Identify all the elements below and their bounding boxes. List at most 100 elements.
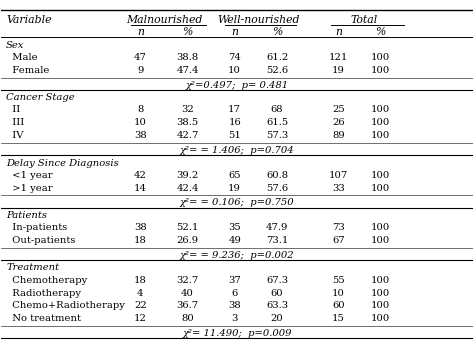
- Text: 35: 35: [228, 223, 241, 232]
- Text: 68: 68: [271, 106, 283, 115]
- Text: III: III: [6, 118, 24, 128]
- Text: 100: 100: [371, 223, 391, 232]
- Text: 26: 26: [332, 118, 345, 128]
- Text: 40: 40: [181, 288, 194, 297]
- Text: 4: 4: [137, 288, 144, 297]
- Text: Well-nourished: Well-nourished: [217, 15, 300, 25]
- Text: 80: 80: [181, 315, 194, 323]
- Text: 14: 14: [134, 184, 147, 193]
- Text: 16: 16: [228, 118, 241, 128]
- Text: 10: 10: [228, 66, 241, 75]
- Text: 100: 100: [371, 131, 391, 140]
- Text: 100: 100: [371, 301, 391, 310]
- Text: 47.9: 47.9: [266, 223, 288, 232]
- Text: Total: Total: [351, 15, 378, 25]
- Text: Treatment: Treatment: [6, 263, 59, 272]
- Text: 61.2: 61.2: [266, 53, 288, 62]
- Text: χ²= = 1.406;  p=0.704: χ²= = 1.406; p=0.704: [180, 146, 294, 155]
- Text: 38.5: 38.5: [176, 118, 199, 128]
- Text: Male: Male: [6, 53, 38, 62]
- Text: n: n: [231, 26, 238, 37]
- Text: 22: 22: [134, 301, 147, 310]
- Text: 100: 100: [371, 171, 391, 180]
- Text: 38: 38: [134, 223, 147, 232]
- Text: II: II: [6, 106, 20, 115]
- Text: 100: 100: [371, 236, 391, 245]
- Text: 51: 51: [228, 131, 241, 140]
- Text: 42.7: 42.7: [176, 131, 199, 140]
- Text: Malnourished: Malnourished: [126, 15, 202, 25]
- Text: χ²= = 9.236;  p=0.002: χ²= = 9.236; p=0.002: [180, 251, 294, 260]
- Text: 3: 3: [231, 315, 238, 323]
- Text: 73.1: 73.1: [266, 236, 288, 245]
- Text: 74: 74: [228, 53, 241, 62]
- Text: χ²=0.497;  p= 0.481: χ²=0.497; p= 0.481: [185, 81, 289, 90]
- Text: 100: 100: [371, 53, 391, 62]
- Text: Out-patients: Out-patients: [6, 236, 75, 245]
- Text: 47.4: 47.4: [176, 66, 199, 75]
- Text: 67: 67: [332, 236, 345, 245]
- Text: n: n: [335, 26, 342, 37]
- Text: 100: 100: [371, 276, 391, 285]
- Text: %: %: [182, 26, 193, 37]
- Text: 39.2: 39.2: [176, 171, 199, 180]
- Text: 32.7: 32.7: [176, 276, 199, 285]
- Text: 18: 18: [134, 236, 147, 245]
- Text: 49: 49: [228, 236, 241, 245]
- Text: 36.7: 36.7: [176, 301, 199, 310]
- Text: 57.3: 57.3: [266, 131, 288, 140]
- Text: 8: 8: [137, 106, 144, 115]
- Text: 18: 18: [134, 276, 147, 285]
- Text: 61.5: 61.5: [266, 118, 288, 128]
- Text: <1 year: <1 year: [6, 171, 53, 180]
- Text: 52.6: 52.6: [266, 66, 288, 75]
- Text: 67.3: 67.3: [266, 276, 288, 285]
- Text: χ²= = 0.106;  p=0.750: χ²= = 0.106; p=0.750: [180, 198, 294, 208]
- Text: 20: 20: [271, 315, 283, 323]
- Text: Radiotherapy: Radiotherapy: [6, 288, 81, 297]
- Text: 100: 100: [371, 184, 391, 193]
- Text: 38: 38: [228, 301, 241, 310]
- Text: 57.6: 57.6: [266, 184, 288, 193]
- Text: 33: 33: [332, 184, 345, 193]
- Text: Chemotherapy: Chemotherapy: [6, 276, 87, 285]
- Text: Cancer Stage: Cancer Stage: [6, 93, 75, 102]
- Text: Delay Since Diagnosis: Delay Since Diagnosis: [6, 158, 119, 168]
- Text: In-patients: In-patients: [6, 223, 67, 232]
- Text: 47: 47: [134, 53, 147, 62]
- Text: No treatment: No treatment: [6, 315, 81, 323]
- Text: 100: 100: [371, 118, 391, 128]
- Text: 17: 17: [228, 106, 241, 115]
- Text: 25: 25: [332, 106, 345, 115]
- Text: 60: 60: [271, 288, 283, 297]
- Text: %: %: [375, 26, 386, 37]
- Text: 15: 15: [332, 315, 345, 323]
- Text: 32: 32: [181, 106, 194, 115]
- Text: 38: 38: [134, 131, 147, 140]
- Text: χ²= 11.490;  p=0.009: χ²= 11.490; p=0.009: [182, 329, 292, 338]
- Text: 42: 42: [134, 171, 147, 180]
- Text: 37: 37: [228, 276, 241, 285]
- Text: 19: 19: [228, 184, 241, 193]
- Text: 73: 73: [332, 223, 345, 232]
- Text: >1 year: >1 year: [6, 184, 53, 193]
- Text: 100: 100: [371, 66, 391, 75]
- Text: 60: 60: [332, 301, 345, 310]
- Text: Sex: Sex: [6, 41, 25, 50]
- Text: %: %: [272, 26, 282, 37]
- Text: 100: 100: [371, 106, 391, 115]
- Text: IV: IV: [6, 131, 24, 140]
- Text: 6: 6: [231, 288, 238, 297]
- Text: 55: 55: [332, 276, 345, 285]
- Text: 100: 100: [371, 315, 391, 323]
- Text: Variable: Variable: [6, 15, 52, 25]
- Text: n: n: [137, 26, 144, 37]
- Text: Chemo+Radiotherapy: Chemo+Radiotherapy: [6, 301, 125, 310]
- Text: 65: 65: [228, 171, 241, 180]
- Text: 12: 12: [134, 315, 147, 323]
- Text: 121: 121: [328, 53, 348, 62]
- Text: 60.8: 60.8: [266, 171, 288, 180]
- Text: Female: Female: [6, 66, 49, 75]
- Text: Patients: Patients: [6, 211, 47, 220]
- Text: 52.1: 52.1: [176, 223, 199, 232]
